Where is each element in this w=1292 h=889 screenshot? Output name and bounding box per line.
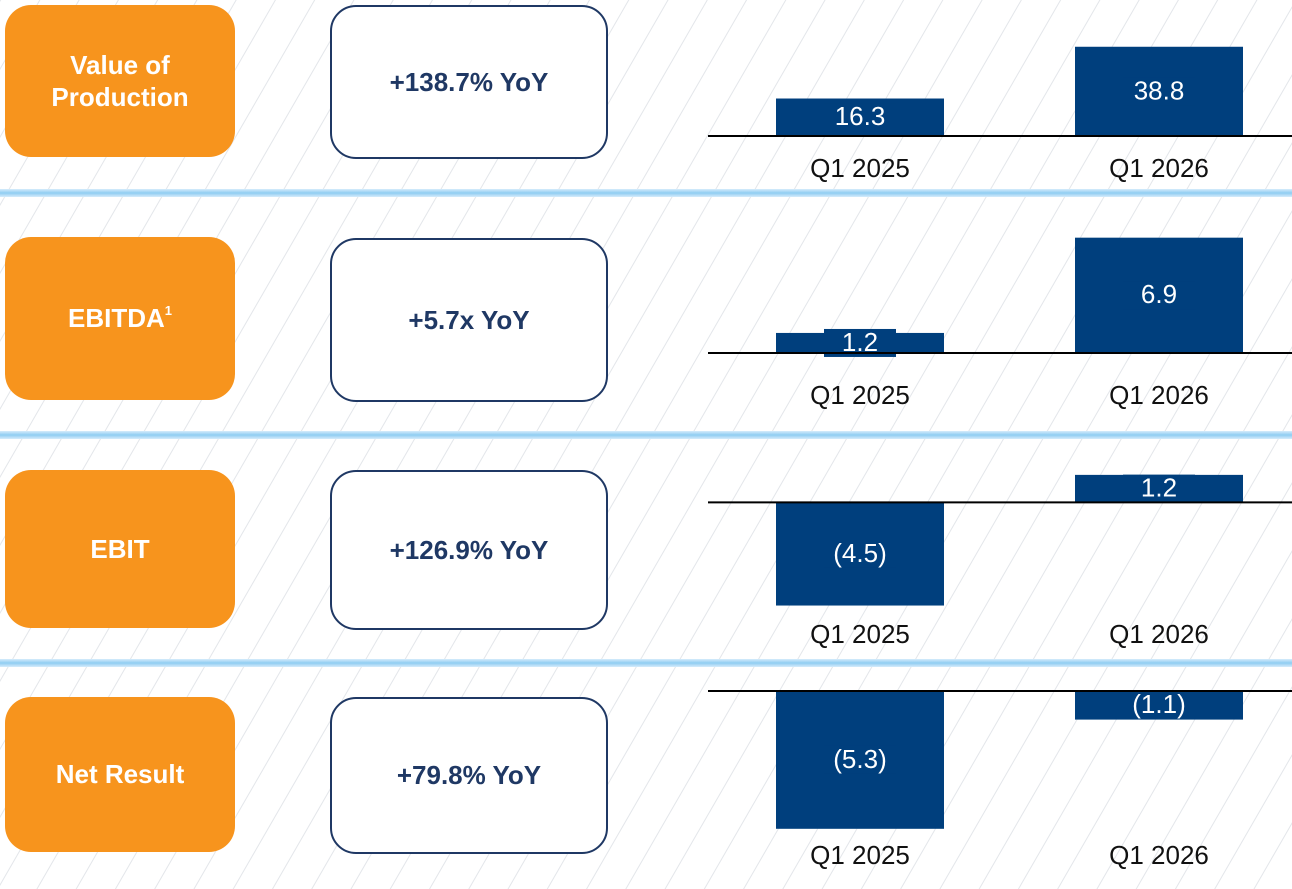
x-tick-label: Q1 2025 — [810, 380, 910, 410]
value-label-bg — [1123, 474, 1195, 503]
yoy-text: +5.7x YoY — [408, 304, 530, 335]
value-label-bg — [824, 745, 896, 774]
metric-title: EBITDA1 — [68, 302, 172, 335]
x-tick-label: Q1 2026 — [1109, 380, 1209, 410]
yoy-text: +126.9% YoY — [389, 534, 549, 565]
metric-label: EBIT — [5, 470, 235, 628]
yoy-box: +126.9% YoY — [330, 470, 608, 630]
separator — [0, 189, 1292, 197]
metric-label: Value of Production — [5, 5, 235, 157]
value-label: 1.2 — [1141, 473, 1177, 503]
yoy-text: +138.7% YoY — [389, 66, 549, 97]
value-label: 16.3 — [835, 101, 886, 131]
x-tick-label: Q1 2025 — [810, 840, 910, 870]
x-tick-label: Q1 2025 — [810, 153, 910, 183]
value-label: (1.1) — [1132, 689, 1185, 719]
value-label-bg — [824, 103, 896, 132]
metric-title: Value of Production — [35, 49, 205, 114]
value-label: 6.9 — [1141, 279, 1177, 309]
x-tick-label: Q1 2026 — [1109, 153, 1209, 183]
value-label: 1.2 — [842, 327, 878, 357]
metric-title-text: Value of Production — [51, 49, 189, 113]
yoy-box: +5.7x YoY — [330, 238, 608, 402]
value-label: 38.8 — [1134, 75, 1185, 105]
value-label: (4.5) — [833, 538, 886, 568]
separator — [0, 431, 1292, 439]
x-tick-label: Q1 2026 — [1109, 619, 1209, 649]
separator — [0, 659, 1292, 667]
value-label-bg — [1123, 281, 1195, 310]
yoy-box: +79.8% YoY — [330, 697, 608, 854]
yoy-box: +138.7% YoY — [330, 5, 608, 159]
yoy-text: +79.8% YoY — [396, 760, 542, 790]
value-label: (5.3) — [833, 744, 886, 774]
value-label-bg — [1123, 691, 1195, 720]
metric-title-text: EBITDA — [67, 303, 165, 334]
metric-label: EBITDA1 — [5, 237, 235, 400]
metric-title-text: Net Result — [55, 759, 185, 790]
metric-title-text: EBIT — [90, 533, 150, 564]
x-tick-label: Q1 2025 — [810, 619, 910, 649]
metric-title: Net Result — [56, 758, 185, 791]
value-label-bg — [824, 539, 896, 568]
value-label-bg — [1123, 77, 1195, 106]
x-tick-label: Q1 2026 — [1109, 840, 1209, 870]
metric-label: Net Result — [5, 697, 235, 852]
metric-title: EBIT — [90, 533, 149, 566]
footnote-marker: 1 — [164, 303, 172, 319]
